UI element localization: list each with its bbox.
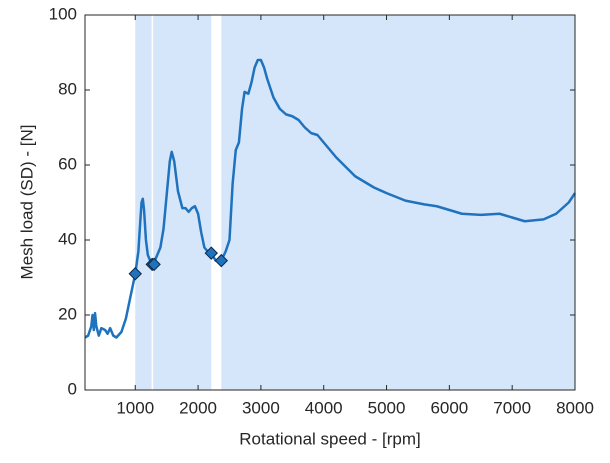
shaded-region (221, 15, 576, 390)
x-tick-label: 5000 (368, 398, 406, 417)
x-tick-label: 1000 (116, 398, 154, 417)
x-tick-label: 3000 (242, 398, 280, 417)
y-tick-label: 80 (58, 79, 77, 98)
data-line (84, 58, 577, 339)
shaded-region (153, 15, 212, 390)
x-tick-label: 6000 (430, 398, 468, 417)
diamond-marker (128, 267, 142, 281)
diamond-marker (204, 246, 218, 260)
y-tick-label: 60 (58, 154, 77, 173)
y-tick-label: 40 (58, 229, 77, 248)
diamond-marker (214, 253, 229, 268)
diamond-marker (147, 257, 161, 272)
x-tick-label: 8000 (556, 398, 594, 417)
x-axis-label: Rotational speed - [rpm] (239, 429, 420, 448)
y-tick-label: 100 (49, 4, 77, 23)
x-tick-label: 7000 (493, 398, 531, 417)
plot-frame (84, 14, 576, 391)
x-tick-label: 2000 (179, 398, 217, 417)
x-tick-label: 4000 (305, 398, 343, 417)
y-tick-label: 0 (68, 379, 77, 398)
y-tick-label: 20 (58, 304, 77, 323)
y-axis-label: Mesh load (SD) - [N] (17, 125, 36, 280)
